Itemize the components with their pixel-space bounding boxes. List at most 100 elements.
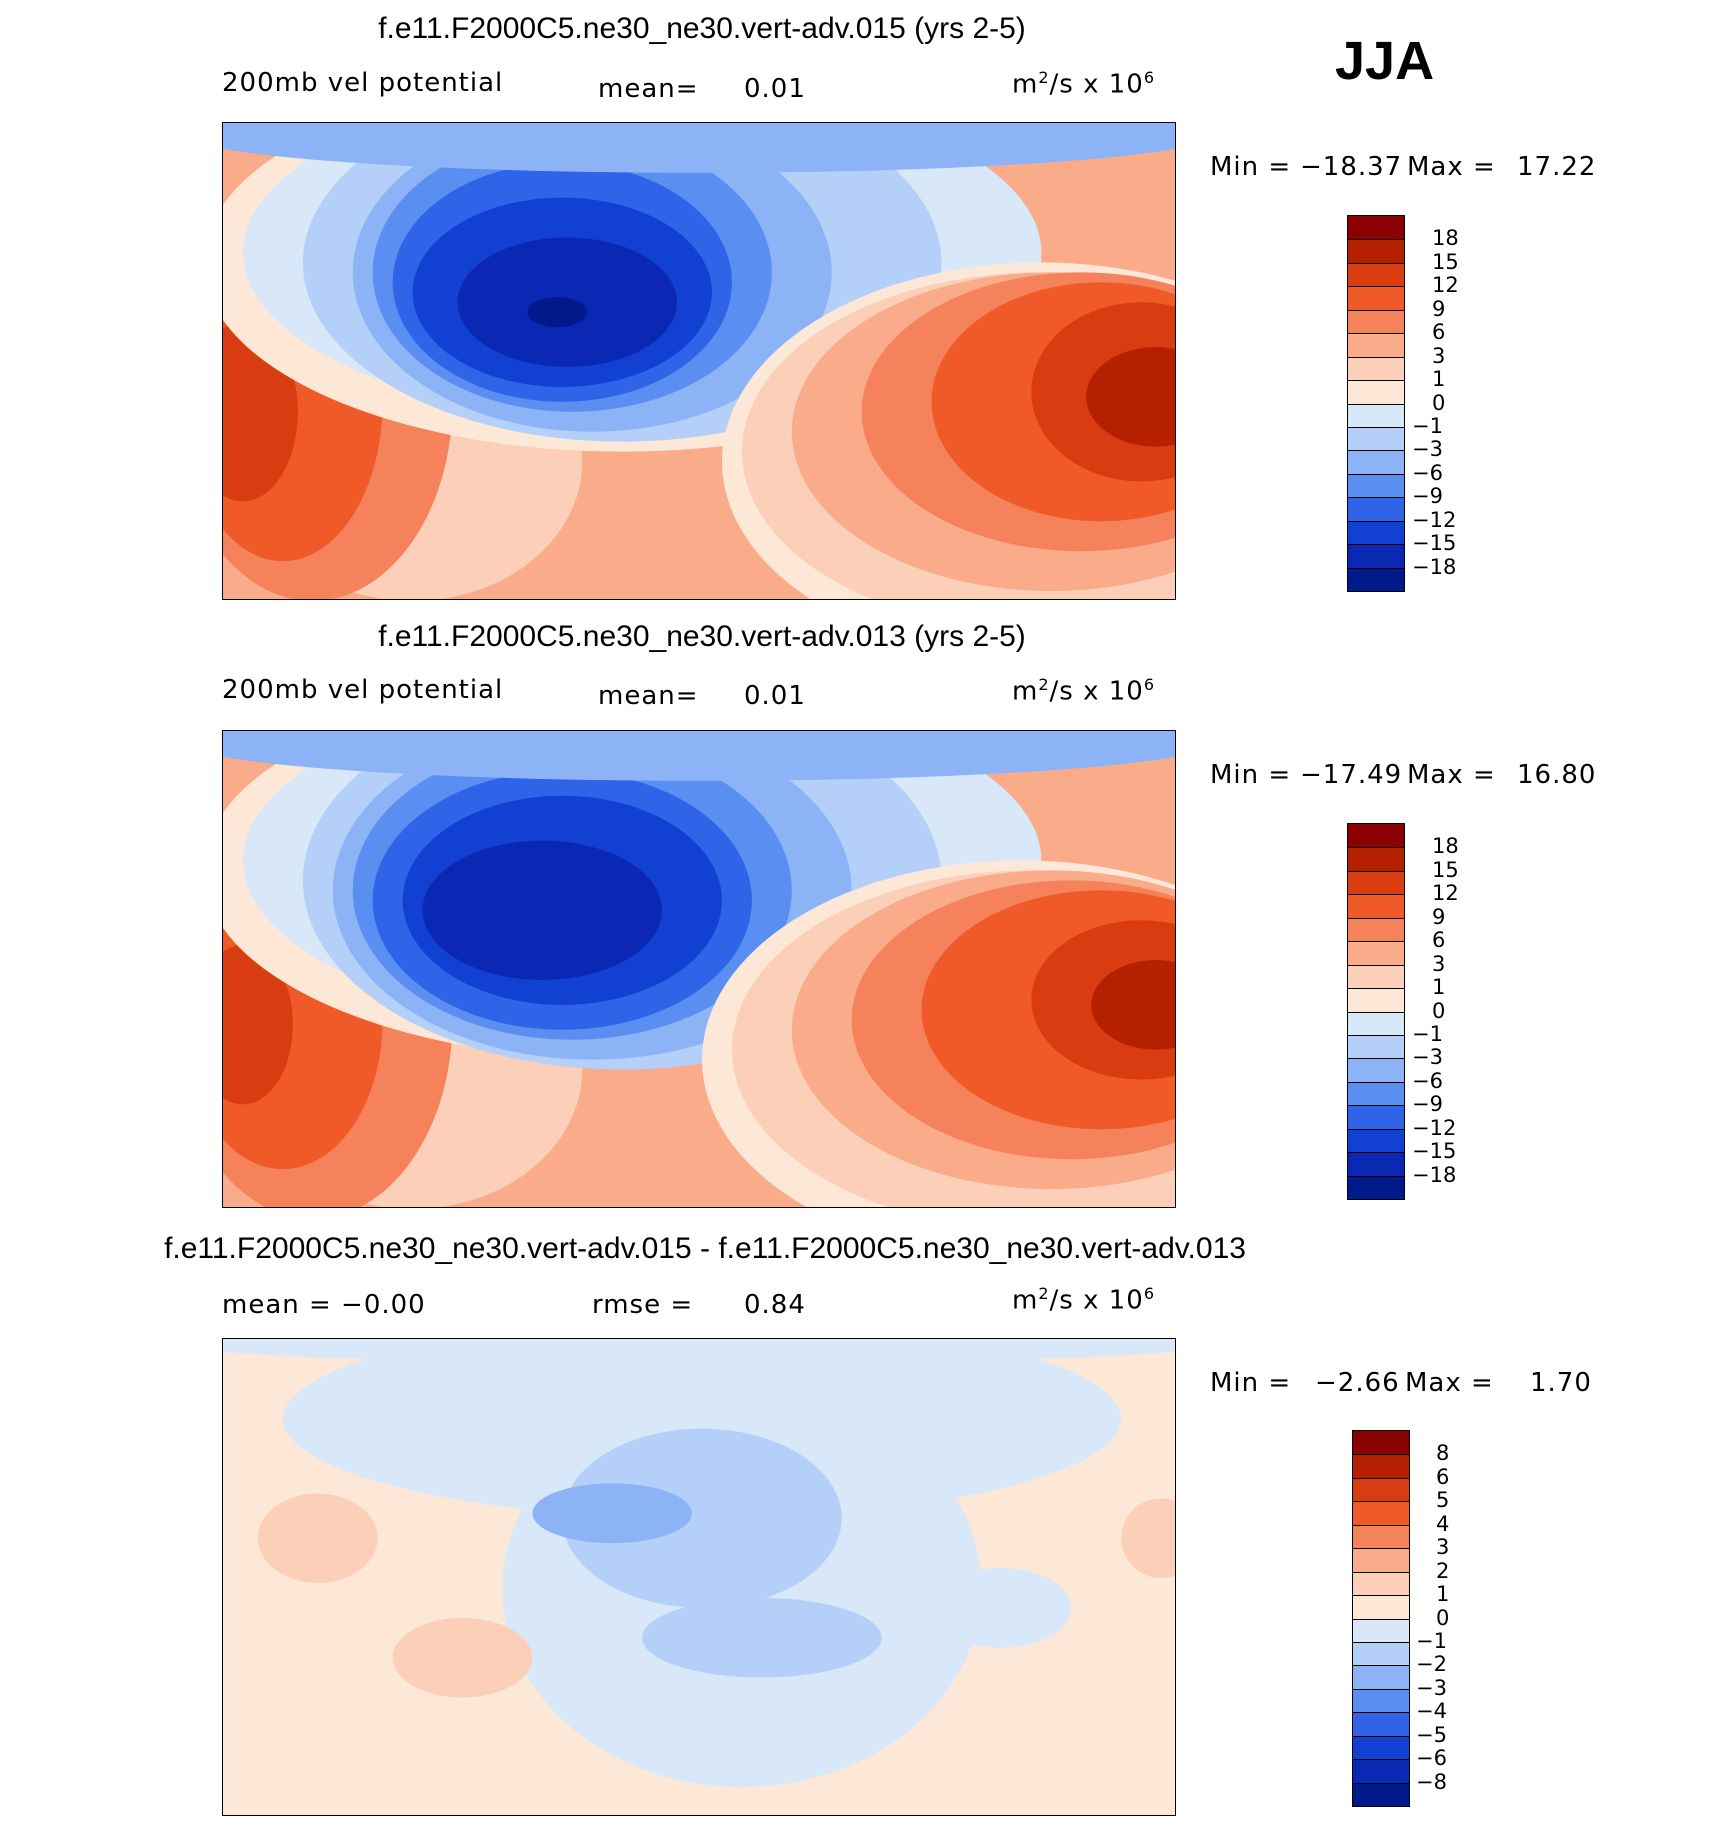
colorbar-cell	[1348, 262, 1404, 287]
colorbar-cell	[1353, 1782, 1409, 1806]
colorbar-cell	[1353, 1735, 1409, 1760]
colorbar-tick-label: 0	[1432, 998, 1446, 1023]
colorbar-tick-label: 1	[1436, 1582, 1450, 1607]
colorbar-cell	[1348, 894, 1404, 918]
panel-3-units: m2/s x 106	[1012, 1284, 1156, 1316]
colorbar-cell	[1348, 426, 1404, 451]
colorbar-cell	[1353, 1759, 1409, 1783]
colorbar-cell	[1348, 941, 1404, 965]
colorbar-cell	[1353, 1548, 1409, 1572]
panel-1-colorbar	[1347, 215, 1405, 592]
colorbar-tick-label: 2	[1436, 1558, 1450, 1583]
colorbar-tick-label: −3	[1412, 437, 1443, 462]
colorbar-tick-label: −9	[1412, 1092, 1443, 1117]
panel-3-title: f.e11.F2000C5.ne30_ne30.vert-adv.015 - f…	[164, 1232, 1246, 1265]
colorbar-tick-label: −15	[1412, 531, 1457, 556]
colorbar-tick-label: 1	[1432, 975, 1446, 1000]
colorbar-tick-label: 1	[1432, 367, 1446, 392]
colorbar-tick-label: 18	[1432, 226, 1459, 251]
panel-3-colorbar	[1352, 1430, 1410, 1807]
colorbar-cell	[1348, 870, 1404, 895]
colorbar-tick-label: −1	[1412, 1021, 1443, 1046]
colorbar-tick-label: 15	[1432, 249, 1459, 274]
colorbar-cell	[1348, 286, 1404, 310]
colorbar-tick-label: −1	[1412, 413, 1443, 438]
panel-1-min-value: −18.37	[1300, 152, 1403, 182]
colorbar-tick-label: 4	[1436, 1511, 1450, 1536]
colorbar-cell	[1353, 1712, 1409, 1736]
colorbar-cell	[1348, 964, 1404, 989]
panel-2-max-value: 16.80	[1517, 760, 1597, 790]
colorbar-cell	[1353, 1524, 1409, 1549]
colorbar-cell	[1348, 544, 1404, 568]
colorbar-cell	[1353, 1454, 1409, 1478]
colorbar-cell	[1348, 356, 1404, 381]
colorbar-cell	[1348, 309, 1404, 334]
panel-2-min-label: Min =	[1210, 760, 1292, 790]
colorbar-cell	[1353, 1477, 1409, 1502]
panel-2-units: m2/s x 106	[1012, 675, 1156, 707]
colorbar-tick-label: −6	[1412, 460, 1443, 485]
colorbar-tick-label: 5	[1436, 1488, 1450, 1513]
colorbar-tick-label: −12	[1412, 1115, 1457, 1140]
colorbar-tick-label: −6	[1416, 1746, 1447, 1771]
panel-2-contour-field	[223, 731, 1175, 1207]
colorbar-cell	[1348, 1128, 1404, 1153]
colorbar-cell	[1348, 1152, 1404, 1176]
colorbar-cell	[1353, 1431, 1409, 1455]
panel-1-mean-value: 0.01	[744, 74, 806, 104]
colorbar-tick-label: 6	[1436, 1464, 1450, 1489]
colorbar-cell	[1353, 1641, 1409, 1666]
colorbar-tick-label: −5	[1416, 1722, 1447, 1747]
colorbar-tick-label: −15	[1412, 1139, 1457, 1164]
panel-2-map	[222, 730, 1176, 1208]
colorbar-cell	[1348, 824, 1404, 848]
colorbar-cell	[1353, 1618, 1409, 1642]
colorbar-cell	[1348, 520, 1404, 545]
colorbar-cell	[1353, 1595, 1409, 1619]
panel-1-max-value: 17.22	[1517, 152, 1597, 182]
colorbar-cell	[1353, 1688, 1409, 1713]
colorbar-tick-label: 0	[1432, 390, 1446, 415]
panel-2-colorbar	[1347, 823, 1405, 1200]
colorbar-cell	[1348, 216, 1404, 240]
colorbar-tick-label: −12	[1412, 507, 1457, 532]
colorbar-tick-label: 12	[1432, 273, 1459, 298]
panel-2-title: f.e11.F2000C5.ne30_ne30.vert-adv.013 (yr…	[378, 620, 1026, 653]
colorbar-tick-label: −1	[1416, 1628, 1447, 1653]
panel-1-map	[222, 122, 1176, 600]
colorbar-cell	[1348, 1034, 1404, 1059]
panel-1-min-label: Min =	[1210, 152, 1292, 182]
colorbar-tick-label: 8	[1436, 1441, 1450, 1466]
panel-3-rmse-value: 0.84	[744, 1290, 806, 1320]
panel-1-contour-field	[223, 123, 1175, 599]
colorbar-tick-label: 3	[1436, 1535, 1450, 1560]
colorbar-cell	[1348, 567, 1404, 591]
colorbar-cell	[1348, 988, 1404, 1012]
colorbar-cell	[1348, 1105, 1404, 1129]
colorbar-cell	[1353, 1501, 1409, 1525]
panel-3-min-value: −2.66	[1315, 1368, 1400, 1398]
panel-1-variable-label: 200mb vel potential	[222, 68, 504, 98]
panel-3-max-value: 1.70	[1530, 1368, 1592, 1398]
colorbar-cell	[1353, 1571, 1409, 1596]
colorbar-tick-label: 18	[1432, 834, 1459, 859]
panel-2-mean-label: mean=	[598, 681, 699, 711]
panel-3-colorbar-labels: 8 6 5 4 3 2 1 0 −1 −2 −3 −4 −5 −6 −8	[1416, 1430, 1504, 1807]
colorbar-cell	[1348, 1011, 1404, 1035]
colorbar-tick-label: −3	[1412, 1045, 1443, 1070]
colorbar-cell	[1348, 333, 1404, 357]
panel-1-units: m2/s x 106	[1012, 68, 1156, 100]
colorbar-tick-label: 9	[1432, 296, 1446, 321]
colorbar-cell	[1348, 239, 1404, 263]
panel-3-mean-label: mean = −0.00	[222, 1290, 426, 1320]
colorbar-tick-label: −2	[1416, 1652, 1447, 1677]
panel-1-colorbar-labels: 18 15 12 9 6 3 1 0 −1 −3 −6 −9 −12 −15 −18	[1412, 215, 1500, 592]
panel-1-max-label: Max =	[1407, 152, 1496, 182]
panel-3-max-label: Max =	[1405, 1368, 1494, 1398]
panel-3-min-label: Min =	[1210, 1368, 1292, 1398]
panel-2-max-label: Max =	[1407, 760, 1496, 790]
colorbar-tick-label: −3	[1416, 1675, 1447, 1700]
panel-2-colorbar-labels: 18 15 12 9 6 3 1 0 −1 −3 −6 −9 −12 −15 −18	[1412, 823, 1500, 1200]
colorbar-cell	[1348, 1081, 1404, 1106]
